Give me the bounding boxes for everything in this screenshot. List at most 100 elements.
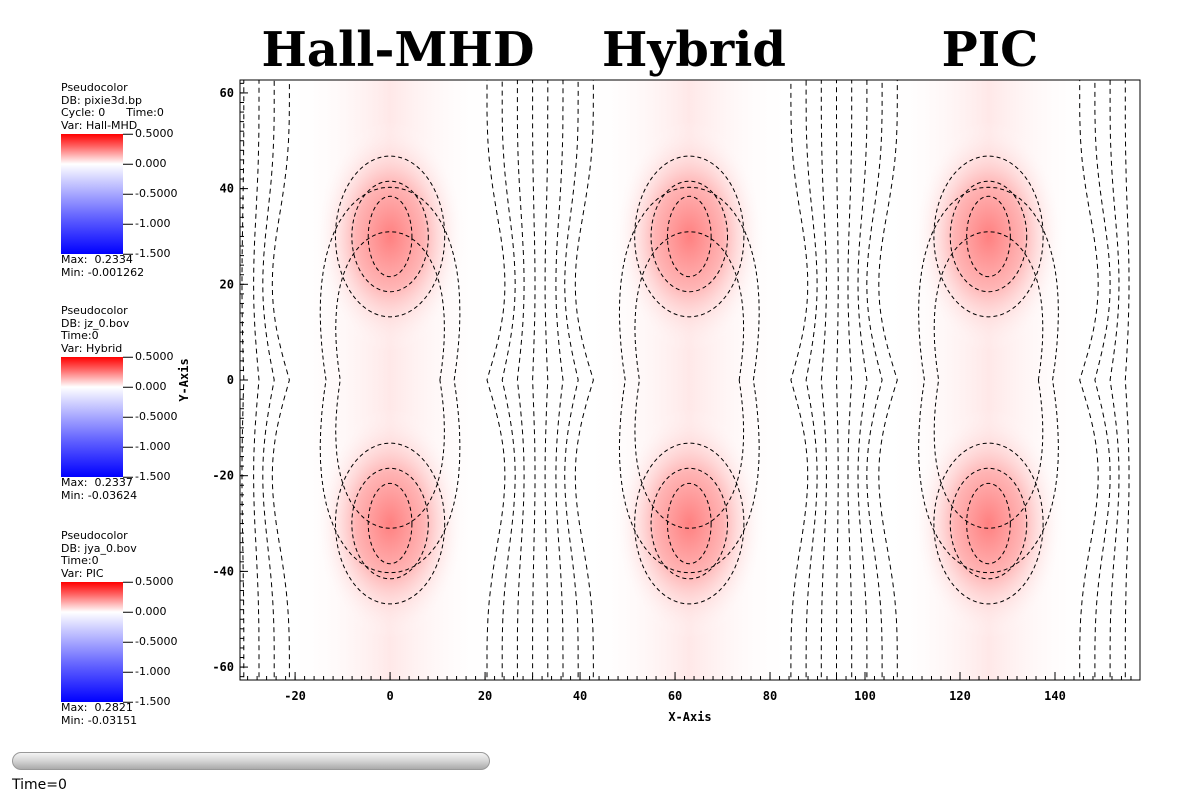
contour-line	[933, 442, 1044, 605]
contour-line	[334, 442, 446, 605]
flux-line	[1079, 80, 1099, 680]
flux-line	[253, 80, 260, 680]
colorbar-tick: -1.500	[123, 695, 170, 709]
legend-2: Pseudocolor DB: jya_0.bov Time:0 Var: PIC 0.…	[61, 529, 191, 727]
flux-line	[1139, 80, 1140, 680]
x-tick-label: 100	[854, 689, 876, 703]
colorbar-tick: -1.000	[123, 440, 170, 454]
time-label: Time=0	[12, 777, 67, 793]
flux-line	[501, 80, 516, 680]
colorbar: 0.5000 0.000 -0.5000 -1.000 -1.500	[61, 350, 177, 482]
flux-line	[516, 80, 525, 680]
title-hybrid: Hybrid	[602, 22, 786, 78]
legend-line: Pseudocolor	[61, 529, 128, 542]
legend-line: DB: jya_0.bov	[61, 541, 137, 555]
legend-line: Pseudocolor	[61, 304, 128, 317]
flux-line	[532, 80, 536, 680]
flux-line	[574, 80, 594, 680]
contour-line	[351, 180, 429, 293]
contour-line	[334, 155, 446, 318]
y-tick-label: -40	[212, 564, 234, 578]
flux-line	[555, 80, 564, 680]
contour-line	[618, 186, 760, 574]
flux-line	[857, 80, 868, 680]
contour-line	[367, 195, 413, 278]
colorbar-tick: -0.5000	[123, 410, 177, 424]
contour-line	[966, 482, 1011, 565]
contour-line	[949, 467, 1028, 580]
x-tick-label: 80	[763, 689, 777, 703]
y-tick-label: 40	[220, 182, 234, 196]
x-tick-label: 20	[478, 689, 492, 703]
legend-line: Cycle: 0 Time:0	[61, 106, 164, 119]
contour-line	[319, 186, 461, 574]
flux-line	[1124, 80, 1130, 680]
contour-line	[949, 180, 1028, 293]
flux-line	[544, 80, 549, 680]
flux-line	[820, 80, 827, 680]
flux-line	[790, 80, 809, 680]
y-tick-label: 20	[220, 277, 234, 291]
contour-line	[666, 482, 712, 565]
colorbar: 0.5000 0.000 -0.5000 -1.000 -1.500	[61, 575, 177, 707]
y-tick-label: -20	[212, 469, 234, 483]
legend-min: Min: -0.03151	[61, 713, 138, 727]
contour-line	[666, 195, 712, 278]
colorbar-tick: 0.000	[123, 380, 167, 394]
legend-line: DB: pixie3d.bp	[61, 93, 143, 107]
flux-line	[486, 80, 506, 680]
contour-line	[650, 467, 729, 580]
y-tick-label: 60	[220, 86, 234, 100]
flux-line	[564, 80, 579, 680]
flux-line	[262, 80, 275, 680]
colorbar-tick: 0.000	[123, 605, 167, 619]
x-tick-label: 60	[668, 689, 682, 703]
colorbar-tick: -1.000	[123, 217, 170, 231]
flux-line	[878, 80, 898, 680]
x-tick-label: 120	[949, 689, 971, 703]
colorbar-tick: -1.500	[123, 470, 170, 484]
legend-line: Time:0	[61, 554, 99, 567]
legend-line: Var: PIC	[61, 566, 104, 580]
contour-line	[650, 180, 729, 293]
contour-line	[918, 186, 1059, 574]
flux-line	[847, 80, 853, 680]
colorbar-tick: 0.5000	[123, 575, 174, 589]
legend-line: Time:0	[61, 329, 99, 342]
contour-line	[634, 155, 745, 318]
flux-line	[805, 80, 818, 680]
legend-0: Pseudocolor DB: pixie3d.bp Cycle: 0 Time:0…	[61, 81, 191, 279]
contour-line	[966, 195, 1011, 278]
x-axis-label: X-Axis	[668, 710, 711, 724]
legend-min: Min: -0.03624	[61, 488, 138, 502]
flux-line	[271, 80, 290, 680]
colorbar: 0.5000 0.000 -0.5000 -1.000 -1.500	[61, 127, 177, 259]
legend-1: Pseudocolor DB: jz_0.bov Time:0 Var: Hybrid…	[61, 304, 191, 502]
legend-line: Var: Hybrid	[61, 341, 123, 355]
x-tick-label: -20	[284, 689, 306, 703]
x-tick-label: 0	[386, 689, 393, 703]
flux-line	[1094, 80, 1111, 680]
title-hall-mhd: Hall-MHD	[261, 22, 535, 78]
colorbar-tick: -0.5000	[123, 635, 177, 649]
time-slider[interactable]	[12, 752, 490, 770]
colorbar-tick: 0.5000	[123, 127, 174, 141]
colorbar-tick: 0.5000	[123, 350, 174, 364]
y-axis-label: Y-Axis	[177, 358, 191, 401]
colorbar-tick: -1.000	[123, 665, 170, 679]
contour-line	[933, 155, 1044, 318]
colorbar-tick: -0.5000	[123, 187, 177, 201]
x-tick-label: 40	[573, 689, 587, 703]
y-tick-label: -60	[212, 660, 234, 674]
title-pic: PIC	[941, 22, 1039, 78]
flux-line	[866, 80, 883, 680]
colorbar-tick: -1.500	[123, 247, 170, 261]
x-tick-label: 140	[1044, 689, 1066, 703]
contour-line	[367, 482, 413, 565]
flux-line	[835, 80, 839, 680]
legend-line: DB: jz_0.bov	[61, 316, 130, 330]
legend-line: Pseudocolor	[61, 81, 128, 94]
contour-line	[634, 442, 745, 605]
y-tick-label: 0	[227, 373, 234, 387]
